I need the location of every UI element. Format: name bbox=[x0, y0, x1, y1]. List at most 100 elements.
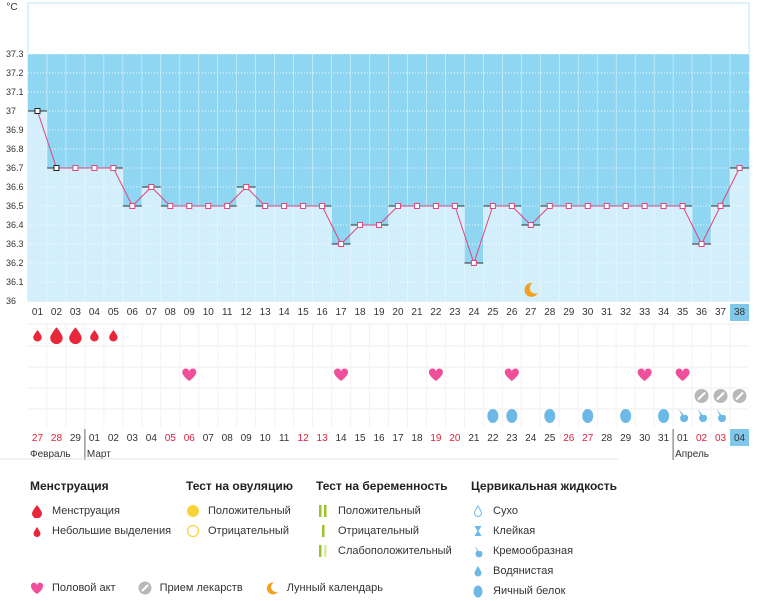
cycle-day-label: 11 bbox=[222, 307, 233, 318]
calendar-date-label: 22 bbox=[487, 433, 499, 444]
legend-item-pregnancy-negative: Отрицательный bbox=[316, 521, 452, 541]
temp-bar bbox=[255, 206, 275, 301]
calendar-date-label: 29 bbox=[70, 433, 82, 444]
legend-item-dry: Сухо bbox=[471, 501, 617, 521]
menstruation-drop-icon bbox=[90, 330, 99, 342]
y-unit-label: °C bbox=[6, 2, 17, 13]
temp-point bbox=[357, 222, 364, 228]
legend-item-ovulation-negative: Отрицательный bbox=[186, 521, 293, 541]
temp-point bbox=[34, 108, 41, 114]
calendar-date-label: 02 bbox=[696, 433, 708, 444]
cycle-day-label: 19 bbox=[373, 307, 385, 318]
calendar-date-label: 14 bbox=[336, 433, 348, 444]
heart-icon bbox=[182, 368, 197, 381]
calendar-date-label: 28 bbox=[51, 433, 63, 444]
temp-bar bbox=[730, 168, 749, 301]
temp-bar bbox=[65, 168, 85, 301]
y-tick-label: 37.3 bbox=[6, 49, 24, 59]
legend-menstruation: Менструация Менструация Небольшие выделе… bbox=[30, 479, 171, 541]
calendar-date-label: 03 bbox=[715, 433, 727, 444]
calendar-date-label: 06 bbox=[184, 433, 196, 444]
legend-label: Прием лекарств bbox=[159, 582, 243, 594]
cycle-day-label: 14 bbox=[279, 307, 291, 318]
calendar-date-label: 24 bbox=[525, 433, 537, 444]
temp-bar bbox=[350, 225, 370, 301]
calendar-date-label: 08 bbox=[222, 433, 234, 444]
heart-icon bbox=[428, 368, 443, 381]
cycle-day-label: 24 bbox=[468, 307, 480, 318]
cycle-day-label: 15 bbox=[298, 307, 310, 318]
cycle-day-label: 27 bbox=[525, 307, 537, 318]
legend-label: Менструация bbox=[52, 505, 120, 517]
y-tick-label: 36.2 bbox=[6, 258, 24, 268]
small-drop-icon bbox=[30, 524, 44, 538]
temp-bar bbox=[122, 206, 142, 301]
temp-point bbox=[736, 165, 743, 171]
calendar-date-label: 04 bbox=[734, 433, 746, 444]
cycle-day-label: 34 bbox=[658, 307, 670, 318]
date-highlight bbox=[730, 429, 749, 446]
temp-bar bbox=[331, 244, 351, 301]
temp-bar bbox=[407, 206, 427, 301]
legend-item-intercourse: Половой акт bbox=[30, 578, 116, 598]
cycle-day-label: 36 bbox=[696, 307, 708, 318]
temp-bar bbox=[464, 263, 484, 301]
temp-point bbox=[508, 203, 515, 209]
cycle-day-label: 32 bbox=[620, 307, 632, 318]
temp-point bbox=[91, 165, 98, 171]
temp-bar bbox=[540, 206, 560, 301]
temp-point bbox=[281, 203, 288, 209]
egg-white-fluid-icon bbox=[506, 409, 518, 423]
temp-point bbox=[489, 203, 496, 209]
cycle-day-label: 26 bbox=[506, 307, 518, 318]
legend-item-sticky: Клейкая bbox=[471, 521, 617, 541]
calendar-date-label: 01 bbox=[677, 433, 689, 444]
y-tick-label: 36.8 bbox=[6, 144, 24, 154]
legend-item-watery: Водянистая bbox=[471, 561, 617, 581]
cycle-day-label: 07 bbox=[146, 307, 158, 318]
calendar-date-label: 18 bbox=[411, 433, 423, 444]
legend-ovulation-title: Тест на овуляцию bbox=[186, 479, 293, 493]
temp-bar bbox=[236, 187, 256, 301]
temp-bar bbox=[502, 206, 522, 301]
temp-bar bbox=[692, 244, 712, 301]
temp-point bbox=[205, 203, 212, 209]
cycle-day-label: 05 bbox=[108, 307, 120, 318]
legend-label: Отрицательный bbox=[208, 525, 289, 537]
calendar-date-label: 09 bbox=[241, 433, 253, 444]
y-tick-label: 36.5 bbox=[6, 201, 24, 211]
legend-item-medication: Прием лекарств bbox=[138, 578, 243, 598]
calendar-date-label: 13 bbox=[317, 433, 329, 444]
cycle-day-label: 13 bbox=[260, 307, 272, 318]
calendar-date-label: 27 bbox=[582, 433, 594, 444]
cycle-day-label: 17 bbox=[336, 307, 348, 318]
creamy-fluid-icon bbox=[716, 409, 727, 423]
egg-white-icon bbox=[471, 584, 485, 598]
calendar-date-label: 23 bbox=[506, 433, 518, 444]
temp-bar bbox=[578, 206, 598, 301]
calendar-date-label: 16 bbox=[373, 433, 385, 444]
legend-label: Отрицательный bbox=[338, 525, 419, 537]
legend-item-creamy: Кремообразная bbox=[471, 541, 617, 561]
legend-pregnancy-title: Тест на беременность bbox=[316, 479, 448, 493]
y-tick-label: 36.6 bbox=[6, 182, 24, 192]
temp-bar bbox=[274, 206, 294, 301]
dry-drop-icon bbox=[471, 504, 485, 518]
calendar-date-label: 02 bbox=[108, 433, 120, 444]
temp-point bbox=[679, 203, 686, 209]
cycle-day-label: 12 bbox=[241, 307, 253, 318]
egg-white-fluid-icon bbox=[487, 409, 499, 423]
legend-label: Яичный белок bbox=[493, 585, 566, 597]
temp-bar bbox=[445, 206, 465, 301]
temp-point bbox=[376, 222, 383, 228]
legend-label: Лунный календарь bbox=[286, 582, 383, 594]
egg-white-fluid-icon bbox=[620, 409, 632, 423]
calendar-date-label: 19 bbox=[430, 433, 442, 444]
calendar-date-label: 12 bbox=[298, 433, 310, 444]
calendar-date-label: 31 bbox=[658, 433, 670, 444]
temp-point bbox=[698, 241, 705, 247]
temp-bar bbox=[597, 206, 617, 301]
calendar-date-label: 04 bbox=[146, 433, 158, 444]
temp-bar bbox=[198, 206, 218, 301]
bbt-chart: 36 36.1 36.2 36.3 36.4 36.5 36.6 36.7 36.8 36.9 37… bbox=[0, 2, 750, 460]
